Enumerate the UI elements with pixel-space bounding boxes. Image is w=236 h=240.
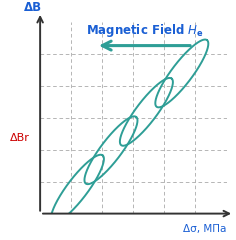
Text: Δσ, МПа: Δσ, МПа [183,224,227,234]
Text: Magnetic Field $\mathit{H}_\mathregular{e}$: Magnetic Field $\mathit{H}_\mathregular{… [86,22,203,39]
Text: ΔBr: ΔBr [10,133,30,143]
Text: ΔB: ΔB [24,1,42,14]
